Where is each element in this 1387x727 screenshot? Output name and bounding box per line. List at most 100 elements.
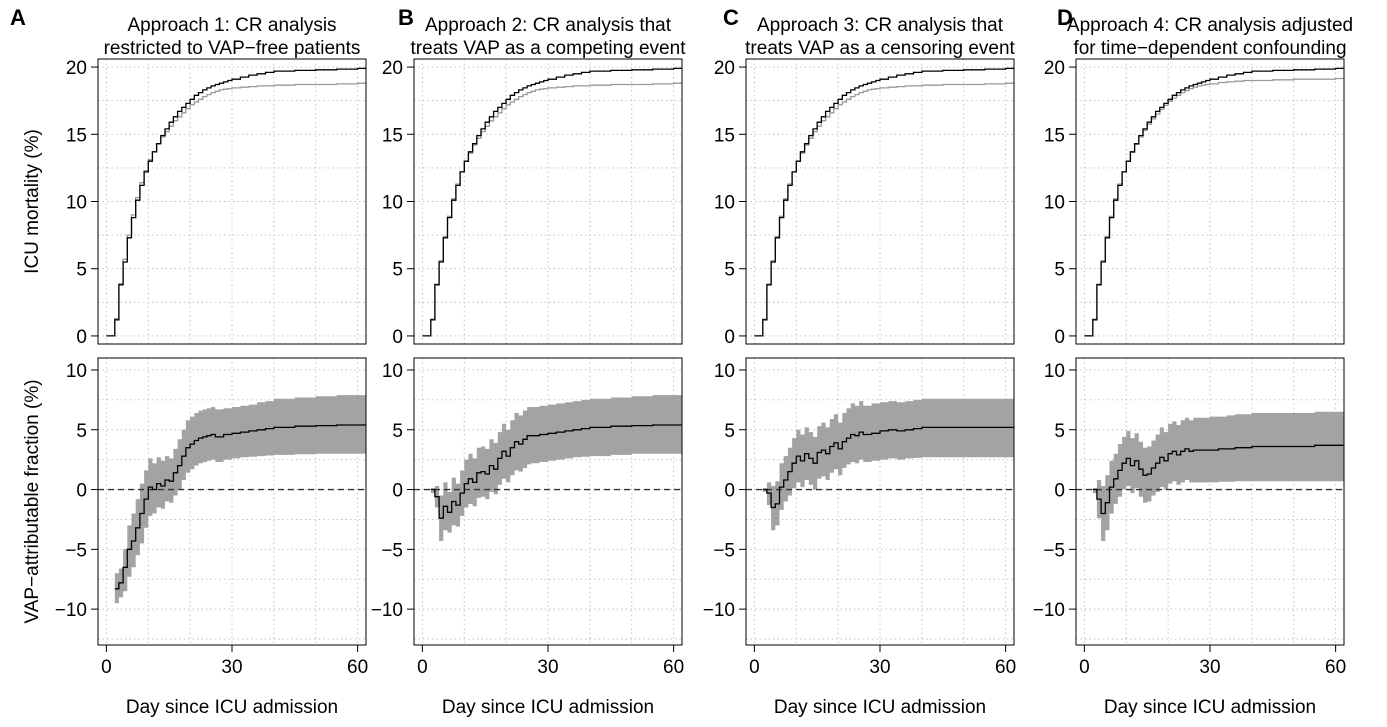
- series-line-observed: [762, 426, 1014, 509]
- y-tick-label: 5: [76, 260, 87, 281]
- series-line-observed: [106, 67, 366, 337]
- plot-area: [746, 398, 1014, 531]
- x-axis-label: Day since ICU admission: [1104, 697, 1316, 718]
- y-tick-label: 10: [66, 361, 87, 382]
- y-tick-label: 20: [382, 58, 403, 79]
- y-tick-label: −10: [371, 600, 403, 621]
- x-tick-label: 60: [347, 657, 368, 678]
- plot-area: [1084, 67, 1344, 337]
- plot-area: [1076, 411, 1344, 541]
- x-tick-label: 0: [1079, 657, 1090, 678]
- y-tick-label: 5: [724, 421, 735, 442]
- y-tick-label: −10: [1033, 600, 1065, 621]
- y-tick-label: 5: [392, 421, 403, 442]
- y-tick-label: −5: [65, 540, 87, 561]
- x-axis-label: Day since ICU admission: [774, 697, 986, 718]
- y-tick-label: 0: [1054, 327, 1065, 348]
- plot-frame: [97, 58, 367, 345]
- plot-area: [106, 67, 366, 337]
- y-tick-label: 10: [382, 193, 403, 214]
- y-tick-label: 0: [1054, 481, 1065, 502]
- y-tick-label: 15: [714, 125, 735, 146]
- panel-d-bottom-plot: −10 −5 0 5 10 0 30 60 Day since ICU admission: [1033, 357, 1346, 718]
- y-tick-label: 0: [724, 327, 735, 348]
- plot-frame: [413, 58, 683, 345]
- x-tick-label: 30: [537, 657, 558, 678]
- y-tick-label: 20: [66, 58, 87, 79]
- panel-title-line1: Approach 4: CR analysis adjusted: [1067, 15, 1353, 36]
- x-axis-label: Day since ICU admission: [442, 697, 654, 718]
- panel-title-line2: treats VAP as a competing event: [411, 38, 687, 59]
- series-line-observed: [114, 424, 366, 590]
- series-line-observed: [422, 67, 682, 337]
- series-line-counterfactual: [1084, 77, 1344, 337]
- panel-b-bottom-plot: −10 −5 0 5 10 0 30 60 Day since ICU admission: [371, 357, 684, 718]
- panel-b-top-plot: 0 5 10 15 20: [382, 58, 683, 348]
- series-line-observed: [430, 424, 682, 519]
- series-line-counterfactual: [754, 82, 1014, 337]
- y-tick-label: 10: [1044, 361, 1065, 382]
- y-tick-label: 0: [392, 327, 403, 348]
- series-line-counterfactual: [422, 82, 682, 337]
- y-tick-label: 10: [382, 361, 403, 382]
- series-line-observed: [754, 67, 1014, 337]
- y-tick-label: 5: [724, 260, 735, 281]
- x-tick-label: 0: [417, 657, 428, 678]
- x-axis-label: Day since ICU admission: [126, 697, 338, 718]
- y-tick-label: −5: [381, 540, 403, 561]
- x-tick-label: 60: [663, 657, 684, 678]
- y-tick-label: 15: [66, 125, 87, 146]
- y-tick-label: 0: [76, 327, 87, 348]
- panel-title-line1: Approach 3: CR analysis that: [757, 15, 1004, 36]
- y-tick-label: 10: [714, 361, 735, 382]
- y-tick-label: 5: [76, 421, 87, 442]
- x-tick-label: 30: [869, 657, 890, 678]
- y-tick-label: 20: [1044, 58, 1065, 79]
- y-tick-label: −5: [1043, 540, 1065, 561]
- plot-area: [98, 395, 366, 604]
- confidence-band: [114, 395, 366, 604]
- confidence-band: [430, 395, 682, 541]
- panel-title-line2: for time−dependent confounding: [1073, 38, 1346, 59]
- y-tick-label: 15: [382, 125, 403, 146]
- y-tick-label: 5: [392, 260, 403, 281]
- panel-title-line1: Approach 2: CR analysis that: [425, 15, 672, 36]
- x-tick-label: 30: [1199, 657, 1220, 678]
- panel-letter-b: B: [398, 5, 414, 30]
- x-tick-label: 0: [749, 657, 760, 678]
- y-tick-label: −5: [713, 540, 735, 561]
- y-axis-label-bottom: VAP−attributable fraction (%): [22, 379, 43, 623]
- panel-letter-d: D: [1057, 5, 1073, 30]
- plot-area: [414, 395, 682, 541]
- panel-c-bottom-plot: −10 −5 0 5 10 0 30 60 Day since ICU admission: [703, 357, 1016, 718]
- x-tick-label: 0: [101, 657, 112, 678]
- y-tick-label: 20: [714, 58, 735, 79]
- panel-letter-c: C: [723, 5, 739, 30]
- x-tick-label: 60: [995, 657, 1016, 678]
- panel-a-bottom-plot: −10 −5 0 5 10 0 30 60 Day since ICU admission: [55, 357, 368, 718]
- y-tick-label: 5: [1054, 421, 1065, 442]
- panel-title-line1: Approach 1: CR analysis: [127, 15, 336, 36]
- x-tick-label: 60: [1325, 657, 1346, 678]
- plot-frame: [745, 58, 1015, 345]
- panel-letter-a: A: [10, 5, 26, 30]
- confidence-band: [762, 398, 1014, 531]
- series-line-observed: [1092, 444, 1344, 515]
- y-tick-label: 10: [1044, 193, 1065, 214]
- panel-title-line2: treats VAP as a censoring event: [745, 38, 1015, 59]
- y-tick-label: −10: [703, 600, 735, 621]
- series-line-observed: [1084, 67, 1344, 337]
- y-tick-label: 0: [76, 481, 87, 502]
- plot-frame: [1075, 58, 1345, 345]
- x-tick-label: 30: [221, 657, 242, 678]
- panel-c-top-plot: 0 5 10 15 20: [714, 58, 1015, 348]
- confidence-band: [1092, 411, 1344, 541]
- panel-d-top-plot: 0 5 10 15 20: [1044, 58, 1345, 348]
- plot-area: [422, 67, 682, 337]
- y-axis-label-top: ICU mortality (%): [22, 129, 43, 274]
- panel-title-line2: restricted to VAP−free patients: [104, 38, 361, 59]
- y-tick-label: 10: [66, 193, 87, 214]
- series-line-counterfactual: [106, 82, 366, 337]
- y-tick-label: 5: [1054, 260, 1065, 281]
